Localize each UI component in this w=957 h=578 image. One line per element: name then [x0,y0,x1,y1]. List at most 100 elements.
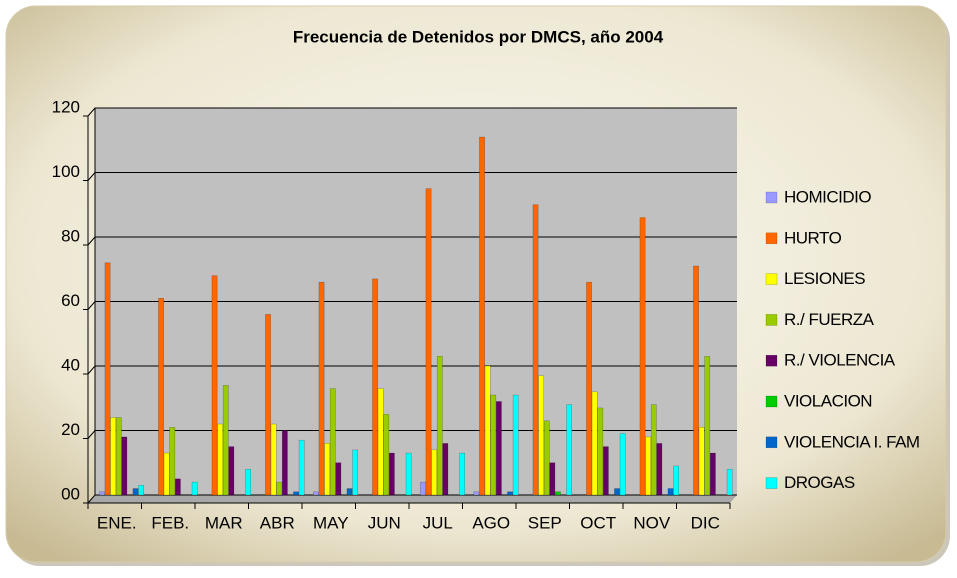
x-tick-label: DIC [691,513,720,532]
bar [566,404,572,496]
legend-swatch [765,354,778,367]
bar [543,420,550,496]
legend-swatch [765,314,778,326]
bar [420,481,426,496]
y-tick-label: 120 [52,97,80,116]
bar [318,281,325,496]
legend-label: DROGAS [784,473,855,492]
bar [436,356,443,496]
bar [389,452,395,496]
bar [158,298,164,496]
legend-label: HURTO [784,228,842,247]
bar [656,443,663,496]
bar [619,433,626,496]
bar [335,462,342,496]
y-tick-label: 40 [61,355,80,374]
bar [99,491,105,496]
x-tick-label: MAY [313,513,349,532]
bar [217,423,224,496]
x-tick-label: AGO [472,513,510,532]
x-tick-label: OCT [580,513,616,532]
bar [614,488,620,496]
bar [132,488,139,496]
bar [282,430,288,496]
bar [645,436,651,496]
y-tick-label: 00 [61,484,80,503]
legend-swatch [765,273,778,285]
bar [298,439,305,496]
y-tick-label: 80 [61,226,80,245]
bar [270,423,277,496]
legend-label: R./ VIOLENCIA [784,351,896,370]
bar [479,136,485,496]
chart-title: Frecuencia de Detenidos por DMCS, año 20… [293,27,664,46]
x-tick-label: FEB. [151,513,189,532]
bar [639,217,646,496]
bar [211,275,218,496]
bar [372,278,378,496]
bar [698,427,705,496]
bar [442,443,449,496]
legend-label: LESIONES [784,269,865,288]
bar [191,481,198,496]
legend-swatch [765,436,778,449]
bar [726,468,733,496]
bar [603,446,609,496]
bar [245,468,252,496]
bar [425,188,432,496]
x-tick-label: JUN [368,513,401,532]
bar [329,388,336,496]
bar [169,427,176,496]
bar [459,452,465,496]
bar [324,443,330,496]
legend-swatch [765,395,778,408]
legend-swatch [765,232,778,245]
bar [405,452,412,496]
bar [228,446,235,496]
x-tick-label: ABR [260,513,295,532]
y-tick-label: 100 [52,162,80,181]
bar [352,449,358,496]
bar [710,452,716,496]
bar [473,491,480,496]
x-tick-label: MAR [205,513,243,532]
bar [431,449,437,496]
bar [667,488,674,496]
bar [121,436,128,496]
bar [276,481,283,496]
bar [265,314,271,496]
bar [673,465,679,496]
bar [346,488,353,496]
bar [115,417,122,496]
x-tick-label: SEP [528,513,562,532]
legend-label: R./ FUERZA [784,310,875,329]
plot-floor [88,495,737,503]
x-tick-label: JUL [423,513,453,532]
bar [110,417,117,496]
bar [383,414,390,496]
bar [586,281,592,496]
y-tick-label: 60 [61,291,80,310]
legend-swatch [765,477,778,489]
legend-label: HOMICIDIO [784,187,871,206]
legend-swatch [765,191,778,204]
y-tick-label: 20 [61,420,80,439]
bar [507,491,513,496]
bar [549,462,556,496]
legend-label: VIOLENCIA I. FAM [784,432,920,451]
bar [175,478,181,496]
bar [490,394,497,496]
bar [138,485,145,496]
bar [293,491,299,496]
bar [555,491,561,496]
legend-label: VIOLACION [784,391,872,410]
x-tick-label: ENE. [97,513,137,532]
bar [313,491,319,496]
bar [538,375,544,496]
bar [496,401,502,496]
bar [650,404,657,496]
bar [532,204,539,496]
bar [222,385,229,496]
bar [163,452,170,496]
